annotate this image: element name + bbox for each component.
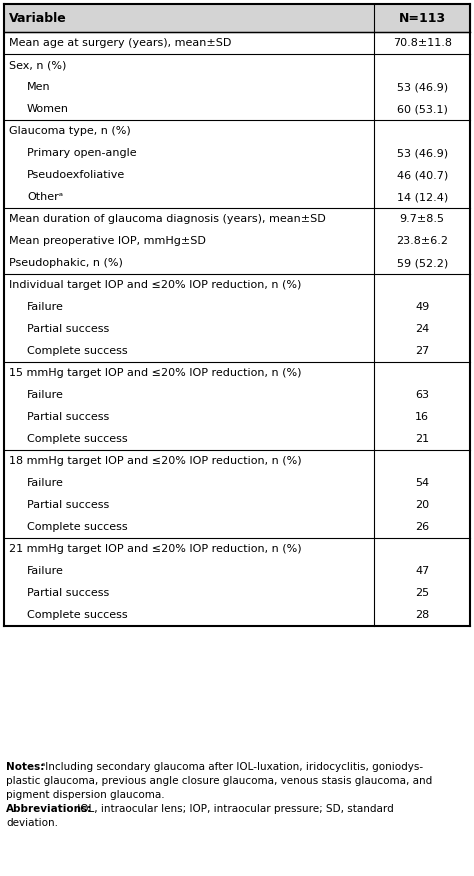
- Text: 27: 27: [415, 346, 429, 356]
- Text: Primary open-angle: Primary open-angle: [27, 148, 137, 158]
- Text: 59 (52.2): 59 (52.2): [397, 258, 448, 268]
- Text: Men: Men: [27, 82, 51, 92]
- Text: 70.8±11.8: 70.8±11.8: [393, 38, 452, 48]
- Text: Failure: Failure: [27, 390, 64, 400]
- Text: Complete success: Complete success: [27, 434, 128, 444]
- Text: Complete success: Complete success: [27, 346, 128, 356]
- Text: Pseudophakic, n (%): Pseudophakic, n (%): [9, 258, 123, 268]
- Text: 24: 24: [415, 324, 429, 334]
- Text: Individual target IOP and ≤20% IOP reduction, n (%): Individual target IOP and ≤20% IOP reduc…: [9, 280, 301, 290]
- Text: 15 mmHg target IOP and ≤20% IOP reduction, n (%): 15 mmHg target IOP and ≤20% IOP reductio…: [9, 368, 301, 378]
- Text: Partial success: Partial success: [27, 588, 109, 598]
- Text: 28: 28: [415, 610, 429, 620]
- Text: deviation.: deviation.: [6, 818, 58, 828]
- Text: 25: 25: [415, 588, 429, 598]
- Text: Sex, n (%): Sex, n (%): [9, 60, 66, 70]
- Text: Mean age at surgery (years), mean±SD: Mean age at surgery (years), mean±SD: [9, 38, 231, 48]
- Text: 14 (12.4): 14 (12.4): [397, 192, 448, 202]
- Text: Mean preoperative IOP, mmHg±SD: Mean preoperative IOP, mmHg±SD: [9, 236, 206, 246]
- Text: Complete success: Complete success: [27, 610, 128, 620]
- Text: Pseudoexfoliative: Pseudoexfoliative: [27, 170, 125, 180]
- Text: 21: 21: [415, 434, 429, 444]
- Text: Otherᵃ: Otherᵃ: [27, 192, 63, 202]
- Text: Failure: Failure: [27, 302, 64, 312]
- Text: Partial success: Partial success: [27, 500, 109, 510]
- Text: N=113: N=113: [399, 11, 446, 25]
- Text: 47: 47: [415, 566, 429, 576]
- Text: 54: 54: [415, 478, 429, 488]
- Text: Failure: Failure: [27, 566, 64, 576]
- Text: Partial success: Partial success: [27, 412, 109, 422]
- Text: 21 mmHg target IOP and ≤20% IOP reduction, n (%): 21 mmHg target IOP and ≤20% IOP reductio…: [9, 544, 301, 554]
- Text: 26: 26: [415, 522, 429, 532]
- Text: Women: Women: [27, 104, 69, 114]
- Text: Notes:: Notes:: [6, 762, 45, 772]
- Text: IOL, intraocular lens; IOP, intraocular pressure; SD, standard: IOL, intraocular lens; IOP, intraocular …: [74, 804, 394, 814]
- Text: 63: 63: [415, 390, 429, 400]
- Text: Mean duration of glaucoma diagnosis (years), mean±SD: Mean duration of glaucoma diagnosis (yea…: [9, 214, 326, 224]
- Text: Failure: Failure: [27, 478, 64, 488]
- Text: Partial success: Partial success: [27, 324, 109, 334]
- Text: 18 mmHg target IOP and ≤20% IOP reduction, n (%): 18 mmHg target IOP and ≤20% IOP reductio…: [9, 456, 301, 466]
- Text: 23.8±6.2: 23.8±6.2: [396, 236, 448, 246]
- Text: Variable: Variable: [9, 11, 67, 25]
- Text: Glaucoma type, n (%): Glaucoma type, n (%): [9, 126, 131, 136]
- Text: 16: 16: [415, 412, 429, 422]
- Text: plastic glaucoma, previous angle closure glaucoma, venous stasis glaucoma, and: plastic glaucoma, previous angle closure…: [6, 776, 432, 786]
- Text: 60 (53.1): 60 (53.1): [397, 104, 447, 114]
- Text: 53 (46.9): 53 (46.9): [397, 82, 448, 92]
- Text: Complete success: Complete success: [27, 522, 128, 532]
- Text: pigment dispersion glaucoma.: pigment dispersion glaucoma.: [6, 790, 164, 800]
- Text: 53 (46.9): 53 (46.9): [397, 148, 448, 158]
- Text: 20: 20: [415, 500, 429, 510]
- Text: ᵃIncluding secondary glaucoma after IOL-luxation, iridocyclitis, goniodys-: ᵃIncluding secondary glaucoma after IOL-…: [38, 762, 423, 772]
- Text: Abbreviations:: Abbreviations:: [6, 804, 92, 814]
- Text: 46 (40.7): 46 (40.7): [397, 170, 448, 180]
- Text: 49: 49: [415, 302, 429, 312]
- Text: 9.7±8.5: 9.7±8.5: [400, 214, 445, 224]
